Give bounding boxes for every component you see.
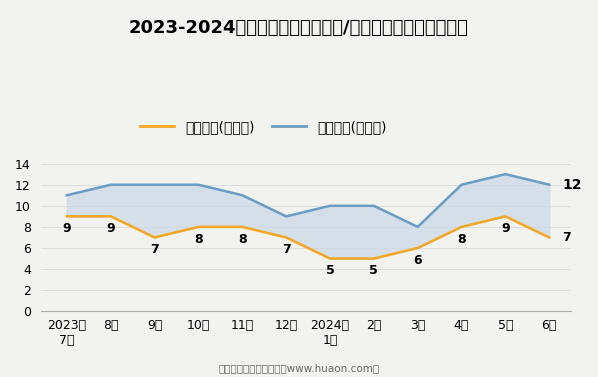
Text: 制图：华经产业研究院（www.huaon.com）: 制图：华经产业研究院（www.huaon.com） [218, 363, 380, 373]
Text: 8: 8 [457, 233, 466, 246]
Text: 7: 7 [562, 231, 571, 244]
Text: 8: 8 [194, 233, 203, 246]
Text: 2023-2024年昆明市（境内目的地/货源地）进、出口额统计: 2023-2024年昆明市（境内目的地/货源地）进、出口额统计 [129, 19, 469, 37]
Text: 5: 5 [326, 264, 334, 277]
Text: 6: 6 [413, 254, 422, 267]
Text: 12: 12 [562, 178, 582, 192]
Text: 9: 9 [501, 222, 509, 235]
Text: 9: 9 [63, 222, 71, 235]
Text: 7: 7 [282, 243, 291, 256]
Text: 8: 8 [238, 233, 246, 246]
Legend: 出口总额(亿美元), 进口总额(亿美元): 出口总额(亿美元), 进口总额(亿美元) [134, 115, 393, 139]
Text: 7: 7 [150, 243, 159, 256]
Text: 9: 9 [106, 222, 115, 235]
Text: 5: 5 [370, 264, 378, 277]
